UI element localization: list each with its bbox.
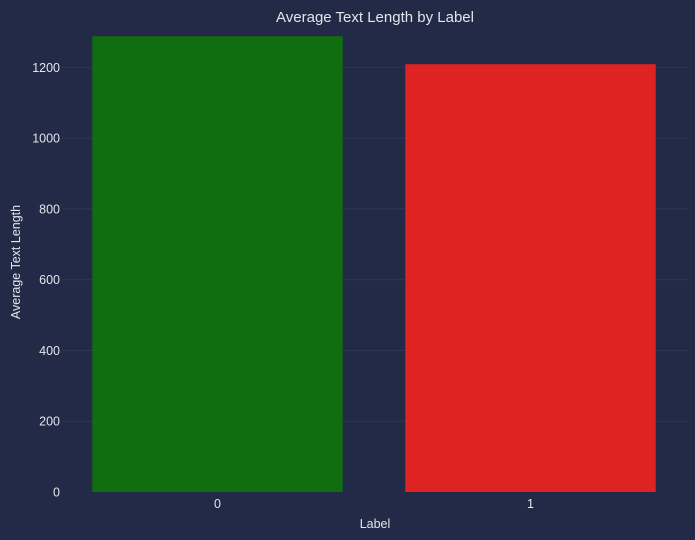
chart-title: Average Text Length by Label — [276, 9, 474, 26]
y-tick-label: 1000 — [32, 132, 60, 146]
y-tick-label: 600 — [39, 273, 60, 287]
y-tick-label: 0 — [53, 486, 60, 500]
bar-1 — [405, 64, 656, 492]
y-tick-label: 800 — [39, 202, 60, 216]
bars — [92, 36, 656, 492]
y-tick-label: 400 — [39, 344, 60, 358]
x-tick-label: 1 — [527, 497, 534, 511]
y-axis-label: Average Text Length — [9, 205, 23, 319]
y-tick-label: 200 — [39, 415, 60, 429]
y-axis-ticks: 0 200 400 600 800 1000 1200 — [32, 61, 60, 500]
x-axis-label: Label — [360, 517, 391, 531]
x-tick-label: 0 — [214, 497, 221, 511]
bar-0 — [92, 36, 343, 492]
y-tick-label: 1200 — [32, 61, 60, 75]
